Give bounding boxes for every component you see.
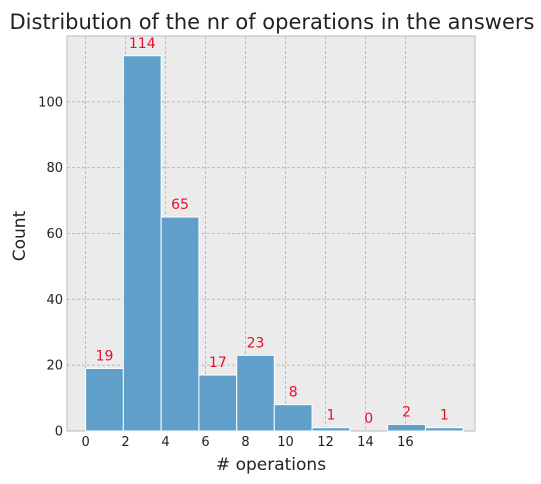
bar-value-label: 8 [289, 385, 298, 401]
chart-title: Distribution of the nr of operations in … [10, 10, 535, 34]
x-tick-label: 12 [317, 435, 334, 450]
histogram-bar [424, 427, 464, 432]
histogram-bar [311, 427, 351, 432]
bar-value-label: 1 [440, 408, 449, 424]
bar-value-label: 17 [209, 355, 227, 371]
y-tick-label: 100 [38, 95, 63, 110]
x-tick-label: 14 [357, 435, 374, 450]
histogram-bar [273, 404, 313, 432]
x-tick-label: 4 [161, 435, 169, 450]
x-tick-labels: 0 2 4 6 8 10 12 14 16 [81, 435, 413, 450]
x-tick-label: 6 [201, 435, 209, 450]
y-tick-label: 0 [55, 425, 63, 440]
x-tick-label: 0 [81, 435, 89, 450]
histogram-bar [236, 354, 275, 432]
y-axis-label: Count [10, 210, 30, 261]
y-tick-label: 20 [46, 359, 63, 374]
bar-value-label: 23 [247, 335, 265, 351]
bar-value-label: 114 [129, 36, 156, 52]
histogram-bar [198, 374, 238, 432]
x-tick-label: 2 [121, 435, 129, 450]
x-tick-label: 8 [241, 435, 249, 450]
bar-value-label: 2 [402, 404, 411, 420]
data-labels: 19 114 65 17 23 8 1 0 2 1 [96, 36, 449, 427]
x-tick-label: 16 [397, 435, 414, 450]
histogram-bar [160, 216, 200, 432]
bar-value-label: 19 [96, 348, 114, 364]
bar-value-label: 65 [171, 197, 189, 213]
bar-value-label: 1 [327, 408, 336, 424]
x-axis-label: # operations [216, 455, 326, 475]
y-tick-label: 80 [46, 161, 63, 176]
bar-value-label: 0 [364, 411, 373, 427]
x-tick-label: 10 [277, 435, 294, 450]
histogram-bar [387, 423, 426, 432]
histogram-bar [85, 367, 124, 432]
y-tick-labels: 0 20 40 60 80 100 [38, 95, 63, 439]
y-tick-label: 60 [46, 227, 63, 242]
y-tick-label: 40 [46, 293, 63, 308]
histogram-bar [122, 55, 162, 432]
bars [85, 55, 464, 432]
